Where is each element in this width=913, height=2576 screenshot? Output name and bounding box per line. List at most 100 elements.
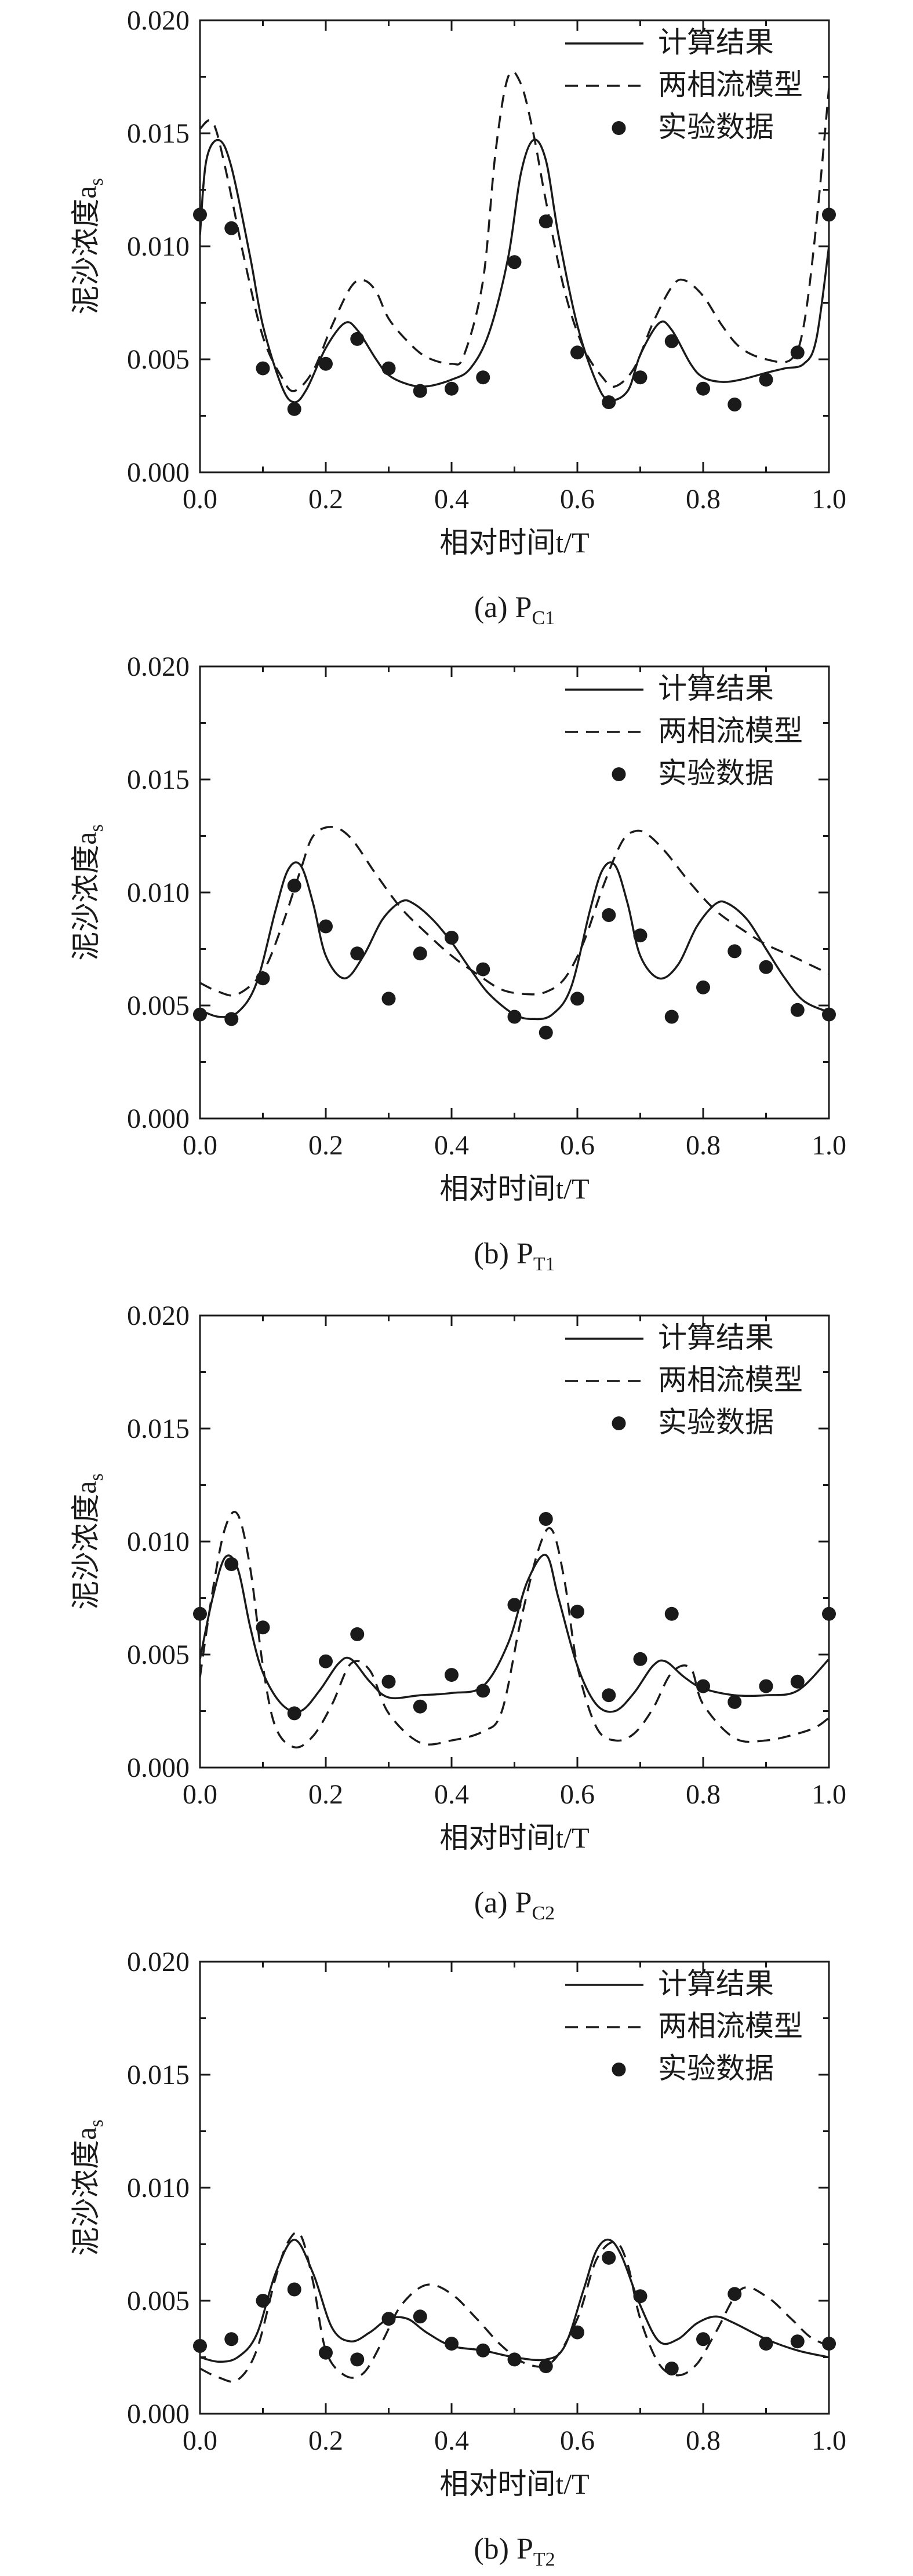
panel-caption: (b) PT1 xyxy=(474,1237,555,1275)
legend-label-two-phase: 两相流模型 xyxy=(658,1364,803,1396)
data-point-experimental xyxy=(287,2282,301,2297)
x-tick-label: 0.4 xyxy=(434,1130,469,1161)
legend-label-calculated: 计算结果 xyxy=(658,26,774,59)
data-point-experimental xyxy=(696,1679,710,1693)
data-point-experimental xyxy=(193,1007,207,1022)
data-point-experimental xyxy=(759,1679,773,1693)
data-point-experimental xyxy=(602,2250,616,2265)
y-tick-label: 0.020 xyxy=(127,1300,190,1331)
data-point-experimental xyxy=(759,960,773,974)
x-tick-label: 0.6 xyxy=(560,1779,595,1810)
y-tick-label: 0.010 xyxy=(127,231,190,262)
y-tick-label: 0.020 xyxy=(127,1947,190,1977)
data-point-experimental xyxy=(728,2287,742,2301)
data-point-experimental xyxy=(570,992,584,1006)
series-line-two-phase-model xyxy=(200,70,829,392)
x-tick-label: 1.0 xyxy=(812,1779,846,1810)
data-point-experimental xyxy=(507,2352,522,2367)
data-point-experimental xyxy=(413,946,427,961)
data-point-experimental xyxy=(319,356,333,371)
data-point-experimental xyxy=(381,992,396,1006)
legend-swatch-experimental xyxy=(612,121,626,135)
data-point-experimental xyxy=(413,1699,427,1714)
panel-caption-text: (a) P xyxy=(474,591,532,624)
y-axis-label-text: 泥沙浓度a xyxy=(70,2127,102,2256)
data-point-experimental xyxy=(256,971,270,986)
data-point-experimental xyxy=(728,398,742,411)
data-point-experimental xyxy=(664,334,679,348)
data-point-experimental xyxy=(476,2343,490,2358)
data-point-experimental xyxy=(507,255,522,269)
data-point-experimental xyxy=(790,1674,805,1689)
data-point-experimental xyxy=(256,2294,270,2308)
legend-label-experimental: 实验数据 xyxy=(658,1406,774,1438)
data-point-experimental xyxy=(539,214,553,229)
y-axis-label: 泥沙浓度as xyxy=(70,824,107,960)
data-point-experimental xyxy=(256,361,270,376)
data-point-experimental xyxy=(822,1007,836,1022)
data-point-experimental xyxy=(381,1674,396,1689)
data-point-experimental xyxy=(350,1627,365,1641)
y-axis-label-text: 泥沙浓度a xyxy=(70,1481,102,1610)
data-point-experimental xyxy=(224,221,239,235)
x-tick-label: 0.2 xyxy=(308,2425,343,2456)
x-tick-label: 0.6 xyxy=(560,2425,595,2456)
data-point-experimental xyxy=(445,2337,459,2351)
x-axis-label: 相对时间t/T xyxy=(439,1821,589,1854)
data-point-experimental xyxy=(790,2334,805,2349)
data-point-experimental xyxy=(507,1598,522,1612)
data-point-experimental xyxy=(350,946,365,961)
legend-label-calculated: 计算结果 xyxy=(658,1321,774,1354)
y-tick-label: 0.005 xyxy=(127,990,190,1021)
x-tick-label: 0.0 xyxy=(183,1130,217,1161)
data-point-experimental xyxy=(664,1010,679,1024)
data-point-experimental xyxy=(256,1620,270,1635)
y-axis-label-subscript: s xyxy=(86,178,107,185)
data-point-experimental xyxy=(350,331,365,346)
y-tick-label: 0.015 xyxy=(127,1413,190,1444)
data-point-experimental xyxy=(602,395,616,410)
legend-label-experimental: 实验数据 xyxy=(658,757,774,789)
panel-caption-subscript: T2 xyxy=(533,2549,555,2570)
x-axis-label: 相对时间t/T xyxy=(439,526,589,559)
x-tick-label: 0.0 xyxy=(183,1779,217,1810)
data-point-experimental xyxy=(696,980,710,994)
y-tick-label: 0.010 xyxy=(127,2173,190,2203)
y-axis-label-subscript: s xyxy=(86,824,107,832)
x-tick-label: 0.0 xyxy=(183,2425,217,2456)
data-point-experimental xyxy=(539,1025,553,1040)
data-point-experimental xyxy=(759,2337,773,2351)
data-point-experimental xyxy=(224,1557,239,1571)
legend-swatch-experimental xyxy=(612,1416,626,1430)
panel-caption-subscript: C2 xyxy=(532,1903,555,1924)
x-tick-label: 0.8 xyxy=(686,1779,721,1810)
legend-label-two-phase: 两相流模型 xyxy=(658,68,803,101)
x-tick-label: 0.6 xyxy=(560,1130,595,1161)
series-line-two-phase-model xyxy=(200,826,829,997)
data-point-experimental xyxy=(193,1606,207,1621)
x-tick-label: 0.8 xyxy=(686,1130,721,1161)
x-tick-label: 0.4 xyxy=(434,484,469,515)
data-point-experimental xyxy=(476,1684,490,1698)
panel-caption: (b) PT2 xyxy=(474,2533,555,2570)
data-point-experimental xyxy=(633,1652,648,1666)
data-point-experimental xyxy=(224,1012,239,1026)
x-tick-label: 0.6 xyxy=(560,484,595,515)
data-point-experimental xyxy=(728,944,742,959)
legend-swatch-experimental xyxy=(612,767,626,781)
y-tick-label: 0.020 xyxy=(127,651,190,682)
data-point-experimental xyxy=(193,2339,207,2353)
x-tick-label: 0.2 xyxy=(308,484,343,515)
data-point-experimental xyxy=(445,381,459,396)
y-axis-label: 泥沙浓度as xyxy=(70,1473,107,1609)
panel-caption-text: (b) P xyxy=(474,2533,533,2566)
x-tick-label: 0.8 xyxy=(686,2425,721,2456)
y-axis-label: 泥沙浓度as xyxy=(70,2119,107,2256)
legend-label-two-phase: 两相流模型 xyxy=(658,715,803,747)
data-point-experimental xyxy=(602,1688,616,1703)
data-point-experimental xyxy=(633,2289,648,2304)
chart-panel-2: 0.000 0.005 0.010 0.015 0.020 0.0 0.2 0.4 0.6 0.8… xyxy=(70,651,846,1275)
chart-panel-1: 0.000 0.005 0.010 0.015 0.020 0.0 0.2 0.4 0.6 0.8… xyxy=(70,5,846,629)
y-tick-label: 0.000 xyxy=(127,457,190,488)
series-line-two-phase-model xyxy=(200,2231,829,2383)
